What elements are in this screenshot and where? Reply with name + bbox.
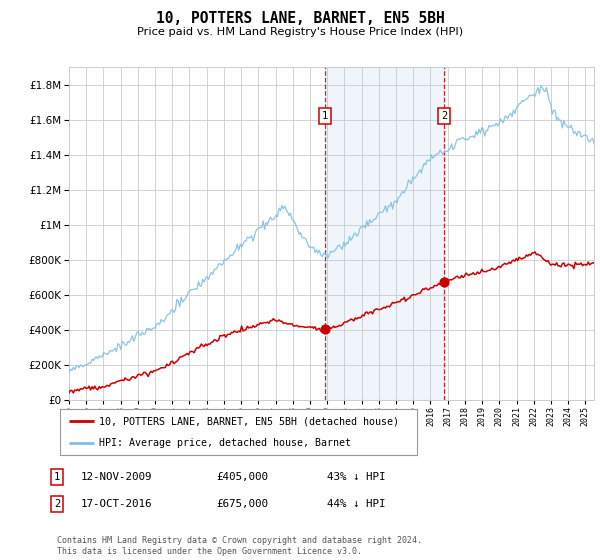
Text: 1: 1 bbox=[322, 111, 328, 122]
Text: 1: 1 bbox=[54, 472, 60, 482]
Text: Contains HM Land Registry data © Crown copyright and database right 2024.
This d: Contains HM Land Registry data © Crown c… bbox=[57, 536, 422, 556]
Bar bbox=[325, 67, 444, 400]
Text: 2: 2 bbox=[54, 499, 60, 509]
Text: 10, POTTERS LANE, BARNET, EN5 5BH (detached house): 10, POTTERS LANE, BARNET, EN5 5BH (detac… bbox=[99, 416, 399, 426]
Text: £405,000: £405,000 bbox=[216, 472, 268, 482]
Point bbox=[320, 325, 330, 334]
Text: 10, POTTERS LANE, BARNET, EN5 5BH: 10, POTTERS LANE, BARNET, EN5 5BH bbox=[155, 11, 445, 26]
Text: 2: 2 bbox=[441, 111, 447, 122]
Text: £675,000: £675,000 bbox=[216, 499, 268, 509]
Text: 44% ↓ HPI: 44% ↓ HPI bbox=[327, 499, 386, 509]
Text: Price paid vs. HM Land Registry's House Price Index (HPI): Price paid vs. HM Land Registry's House … bbox=[137, 27, 463, 37]
Text: HPI: Average price, detached house, Barnet: HPI: Average price, detached house, Barn… bbox=[99, 438, 351, 448]
Point bbox=[439, 278, 449, 287]
Text: 17-OCT-2016: 17-OCT-2016 bbox=[81, 499, 152, 509]
Text: 43% ↓ HPI: 43% ↓ HPI bbox=[327, 472, 386, 482]
Text: 12-NOV-2009: 12-NOV-2009 bbox=[81, 472, 152, 482]
